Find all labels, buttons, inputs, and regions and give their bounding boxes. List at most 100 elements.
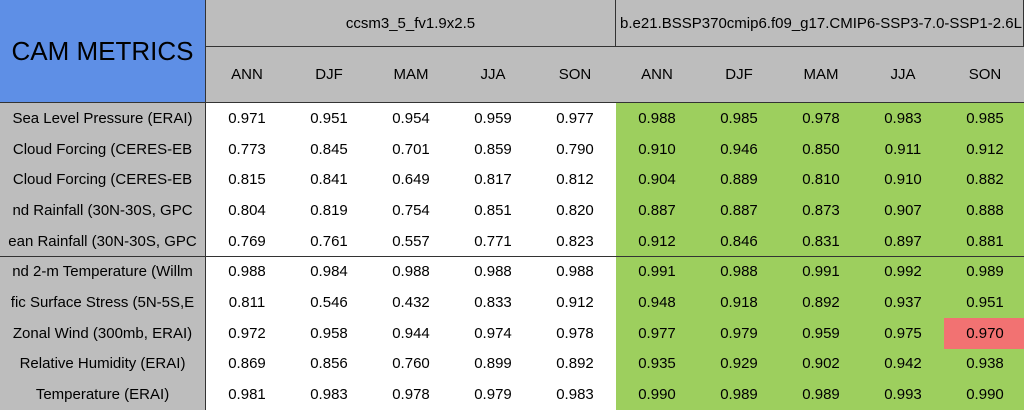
value-cell: 0.912 — [944, 133, 1024, 166]
value-cell: 0.951 — [288, 103, 371, 135]
value-cell: 0.989 — [780, 379, 863, 410]
value-cell: 0.856 — [288, 348, 371, 381]
value-cell: 0.882 — [944, 164, 1024, 197]
value-cell: 0.769 — [206, 225, 289, 258]
value-cell: 0.979 — [698, 317, 781, 350]
corner-title: CAM METRICS — [0, 0, 206, 103]
value-cell: 0.910 — [616, 133, 699, 166]
value-cell: 0.761 — [288, 225, 371, 258]
value-cell: 0.771 — [452, 225, 535, 258]
season-header: MAM — [780, 47, 863, 103]
value-cell: 0.954 — [370, 103, 453, 135]
value-cell: 0.983 — [862, 103, 945, 135]
value-cell: 0.887 — [616, 195, 699, 227]
row-label: Temperature (ERAI) — [0, 379, 206, 410]
value-cell: 0.984 — [288, 256, 371, 289]
value-cell: 0.978 — [370, 379, 453, 410]
value-cell: 0.811 — [206, 287, 289, 319]
value-cell: 0.991 — [616, 256, 699, 289]
value-cell: 0.892 — [780, 287, 863, 319]
value-cell: 0.978 — [534, 317, 617, 350]
value-cell: 0.912 — [616, 225, 699, 258]
value-cell: 0.841 — [288, 164, 371, 197]
value-cell: 0.846 — [698, 225, 781, 258]
value-cell: 0.833 — [452, 287, 535, 319]
season-header: JJA — [862, 47, 945, 103]
value-cell: 0.851 — [452, 195, 535, 227]
row-label: fic Surface Stress (5N-5S,E — [0, 287, 206, 319]
season-header: MAM — [370, 47, 453, 103]
value-cell: 0.892 — [534, 348, 617, 381]
value-cell: 0.988 — [206, 256, 289, 289]
value-cell: 0.988 — [698, 256, 781, 289]
value-cell: 0.902 — [780, 348, 863, 381]
value-cell: 0.988 — [370, 256, 453, 289]
value-cell: 0.845 — [288, 133, 371, 166]
value-cell: 0.754 — [370, 195, 453, 227]
value-cell: 0.971 — [206, 103, 289, 135]
value-cell: 0.850 — [780, 133, 863, 166]
value-cell: 0.946 — [698, 133, 781, 166]
group-header: ccsm3_5_fv1.9x2.5 — [206, 0, 616, 47]
value-cell: 0.985 — [698, 103, 781, 135]
value-cell: 0.992 — [862, 256, 945, 289]
row-label: Zonal Wind (300mb, ERAI) — [0, 317, 206, 350]
value-cell: 0.991 — [780, 256, 863, 289]
value-cell: 0.819 — [288, 195, 371, 227]
value-cell: 0.981 — [206, 379, 289, 410]
value-cell: 0.988 — [616, 103, 699, 135]
value-cell: 0.948 — [616, 287, 699, 319]
value-cell: 0.823 — [534, 225, 617, 258]
value-cell: 0.938 — [944, 348, 1024, 381]
value-cell: 0.989 — [944, 256, 1024, 289]
value-cell: 0.983 — [288, 379, 371, 410]
value-cell: 0.887 — [698, 195, 781, 227]
value-cell: 0.910 — [862, 164, 945, 197]
value-cell: 0.810 — [780, 164, 863, 197]
value-cell: 0.817 — [452, 164, 535, 197]
value-cell: 0.889 — [698, 164, 781, 197]
row-label: nd Rainfall (30N-30S, GPC — [0, 195, 206, 227]
season-header: ANN — [616, 47, 699, 103]
value-cell: 0.869 — [206, 348, 289, 381]
value-cell: 0.557 — [370, 225, 453, 258]
value-cell: 0.974 — [452, 317, 535, 350]
value-cell: 0.760 — [370, 348, 453, 381]
value-cell: 0.881 — [944, 225, 1024, 258]
value-cell: 0.978 — [780, 103, 863, 135]
value-cell: 0.897 — [862, 225, 945, 258]
value-cell: 0.988 — [534, 256, 617, 289]
value-cell: 0.959 — [780, 317, 863, 350]
value-cell: 0.990 — [616, 379, 699, 410]
value-cell: 0.904 — [616, 164, 699, 197]
value-cell: 0.983 — [534, 379, 617, 410]
row-label: ean Rainfall (30N-30S, GPC — [0, 225, 206, 258]
value-cell: 0.988 — [452, 256, 535, 289]
value-cell: 0.929 — [698, 348, 781, 381]
value-cell: 0.975 — [862, 317, 945, 350]
value-cell: 0.989 — [698, 379, 781, 410]
season-header: SON — [534, 47, 617, 103]
value-cell: 0.790 — [534, 133, 617, 166]
row-label: Relative Humidity (ERAI) — [0, 348, 206, 381]
value-cell: 0.944 — [370, 317, 453, 350]
value-cell: 0.985 — [944, 103, 1024, 135]
season-header: SON — [944, 47, 1024, 103]
season-header: DJF — [698, 47, 781, 103]
value-cell: 0.937 — [862, 287, 945, 319]
value-cell: 0.873 — [780, 195, 863, 227]
value-cell: 0.935 — [616, 348, 699, 381]
value-cell: 0.972 — [206, 317, 289, 350]
value-cell: 0.942 — [862, 348, 945, 381]
value-cell: 0.990 — [944, 379, 1024, 410]
value-cell: 0.912 — [534, 287, 617, 319]
value-cell: 0.820 — [534, 195, 617, 227]
value-cell: 0.993 — [862, 379, 945, 410]
value-cell: 0.959 — [452, 103, 535, 135]
value-cell: 0.546 — [288, 287, 371, 319]
value-cell: 0.958 — [288, 317, 371, 350]
value-cell: 0.432 — [370, 287, 453, 319]
value-cell: 0.918 — [698, 287, 781, 319]
row-label: Sea Level Pressure (ERAI) — [0, 103, 206, 135]
